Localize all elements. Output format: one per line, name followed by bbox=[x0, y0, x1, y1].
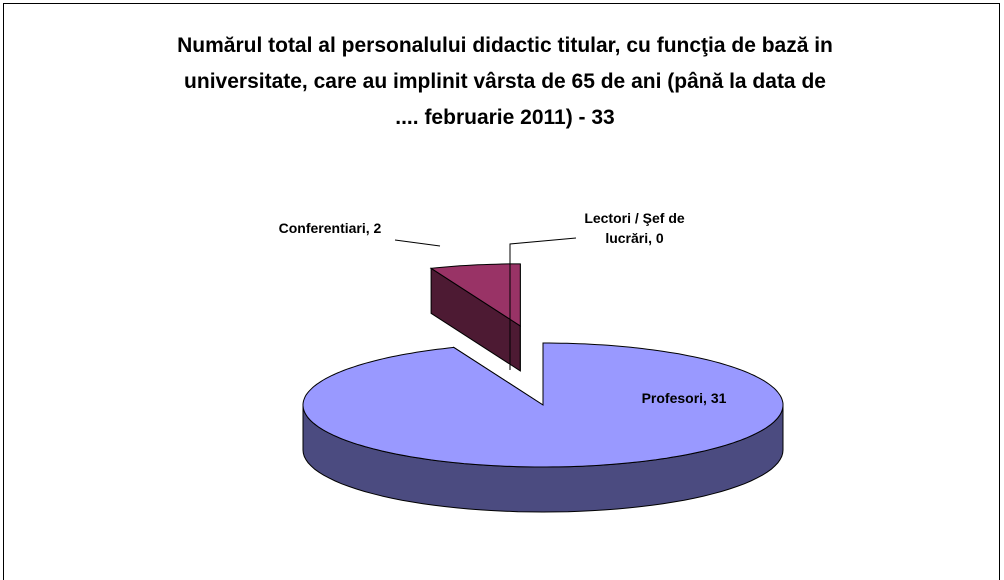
data-label: Lectori / Şef de lucrări, 0 bbox=[584, 210, 685, 246]
chart-border bbox=[3, 3, 1000, 580]
slice-top bbox=[302, 342, 784, 468]
slice-top bbox=[429, 263, 521, 327]
data-label: Conferentiari, 2 bbox=[278, 220, 382, 236]
leader-line bbox=[509, 237, 577, 370]
pie-slice bbox=[302, 342, 784, 513]
data-label: Profesori, 31 bbox=[641, 390, 727, 406]
chart-title: Numărul total al personalului didactic t… bbox=[177, 34, 833, 129]
leader-line bbox=[394, 239, 441, 247]
pie-slice bbox=[429, 263, 521, 372]
